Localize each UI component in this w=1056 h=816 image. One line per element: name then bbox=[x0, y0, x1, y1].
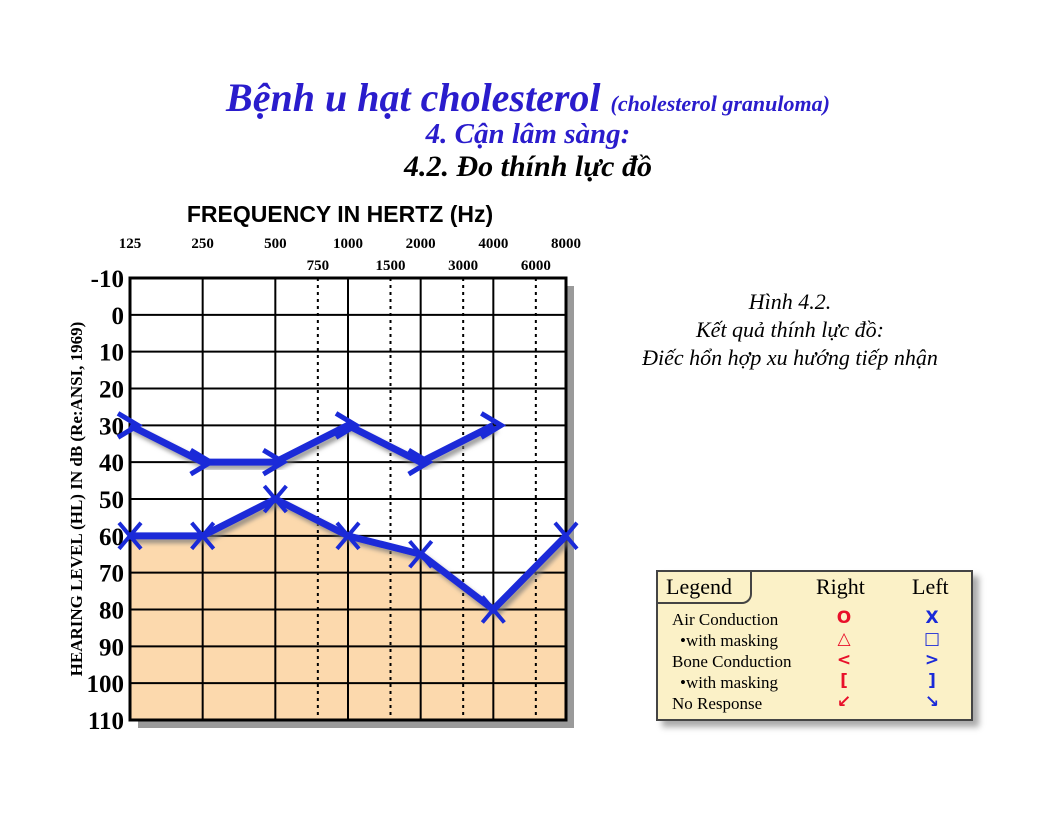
x-tick-label-top: 125 bbox=[119, 236, 142, 252]
y-tick-label: 40 bbox=[99, 450, 124, 477]
data-marker-x bbox=[553, 521, 579, 551]
audiogram-legend: Legend Right Left Air Conduction •with m… bbox=[656, 570, 973, 721]
y-tick-label: 80 bbox=[99, 598, 124, 625]
x-tick-label-top: 250 bbox=[191, 236, 214, 252]
y-tick-label: 0 bbox=[112, 303, 125, 330]
y-tick-label: 90 bbox=[99, 634, 124, 661]
x-tick-label-top: 500 bbox=[264, 236, 287, 252]
x-axis-title: FREQUENCY IN HERTZ (Hz) bbox=[187, 201, 493, 227]
legend-title-tab bbox=[658, 572, 752, 604]
data-marker-x bbox=[117, 521, 143, 551]
slide-title-row: Bệnh u hạt cholesterol (cholesterol granu… bbox=[0, 74, 1056, 121]
legend-col-right: Right bbox=[816, 574, 865, 599]
right-bone-symbol: < bbox=[836, 650, 852, 670]
data-marker-bone bbox=[480, 411, 507, 440]
y-axis-title: HEARING LEVEL (HL) IN dB (Re:ANSI, 1969) bbox=[67, 322, 86, 677]
x-tick-label-bottom: 3000 bbox=[448, 258, 478, 274]
y-tick-label: 50 bbox=[99, 487, 124, 514]
caption-line-diagnosis: Điếc hổn hợp xu hướng tiếp nhận bbox=[642, 345, 938, 370]
y-tick-label: 100 bbox=[87, 671, 125, 698]
left-air-symbol: X bbox=[925, 608, 939, 628]
x-tick-label-top: 1000 bbox=[333, 236, 363, 252]
slide-title-english: (cholesterol granuloma) bbox=[610, 91, 830, 116]
data-marker-bone bbox=[407, 448, 434, 477]
y-tick-label: -10 bbox=[91, 266, 124, 293]
left-bone-symbol: > bbox=[924, 650, 940, 670]
left-no-response-symbol: ↘ bbox=[924, 692, 940, 712]
right-air-masking-symbol: △ bbox=[837, 629, 851, 649]
legend-row-bone-conduction: Bone Conduction bbox=[672, 652, 792, 671]
right-no-response-symbol: ↙ bbox=[836, 692, 852, 712]
x-tick-label-top: 4000 bbox=[478, 236, 508, 252]
right-bone-masking-symbol: [ bbox=[840, 671, 848, 691]
data-marker-x bbox=[408, 539, 434, 569]
y-tick-label: 110 bbox=[88, 708, 124, 735]
y-tick-label: 10 bbox=[99, 340, 124, 367]
caption-line-title: Kết quả thính lực đồ: bbox=[696, 317, 884, 342]
right-air-symbol: O bbox=[836, 608, 852, 628]
legend-title: Legend bbox=[666, 574, 732, 599]
figure-caption: Hình 4.2. Kết quả thính lực đồ: Điếc hổn… bbox=[600, 288, 980, 372]
data-marker-x bbox=[190, 521, 216, 551]
data-marker-x bbox=[480, 595, 506, 624]
subsection-heading: 4.2. Đo thính lực đồ bbox=[403, 150, 652, 183]
left-air-masking-symbol: □ bbox=[923, 629, 941, 649]
data-marker-bone bbox=[262, 448, 289, 477]
data-marker-bone bbox=[116, 411, 143, 440]
x-tick-label-bottom: 6000 bbox=[521, 258, 551, 274]
x-tick-label-top: 8000 bbox=[551, 236, 581, 252]
data-marker-bone bbox=[189, 448, 216, 477]
left-bone-masking-symbol: ] bbox=[928, 671, 936, 691]
caption-line-figure: Hình 4.2. bbox=[748, 289, 832, 314]
legend-row-air-conduction: Air Conduction bbox=[672, 610, 779, 629]
slide-title: Bệnh u hạt cholesterol bbox=[226, 75, 601, 120]
legend-row-no-response: No Response bbox=[672, 694, 763, 713]
data-marker-x bbox=[335, 521, 361, 551]
legend-row-air-masking: •with masking bbox=[680, 631, 779, 650]
x-tick-label-top: 2000 bbox=[406, 236, 436, 252]
x-tick-label-bottom: 1500 bbox=[376, 258, 406, 274]
y-tick-label: 20 bbox=[99, 377, 124, 404]
y-tick-label: 70 bbox=[99, 561, 124, 588]
legend-row-bone-masking: •with masking bbox=[680, 673, 779, 692]
data-marker-x bbox=[262, 484, 288, 514]
plot-border bbox=[128, 276, 568, 722]
data-marker-bone bbox=[334, 411, 361, 440]
x-tick-label-bottom: 750 bbox=[307, 258, 330, 274]
section-heading: 4. Cận lâm sàng: bbox=[425, 118, 631, 150]
series-line-1 bbox=[128, 421, 495, 467]
legend-col-left: Left bbox=[912, 574, 949, 599]
